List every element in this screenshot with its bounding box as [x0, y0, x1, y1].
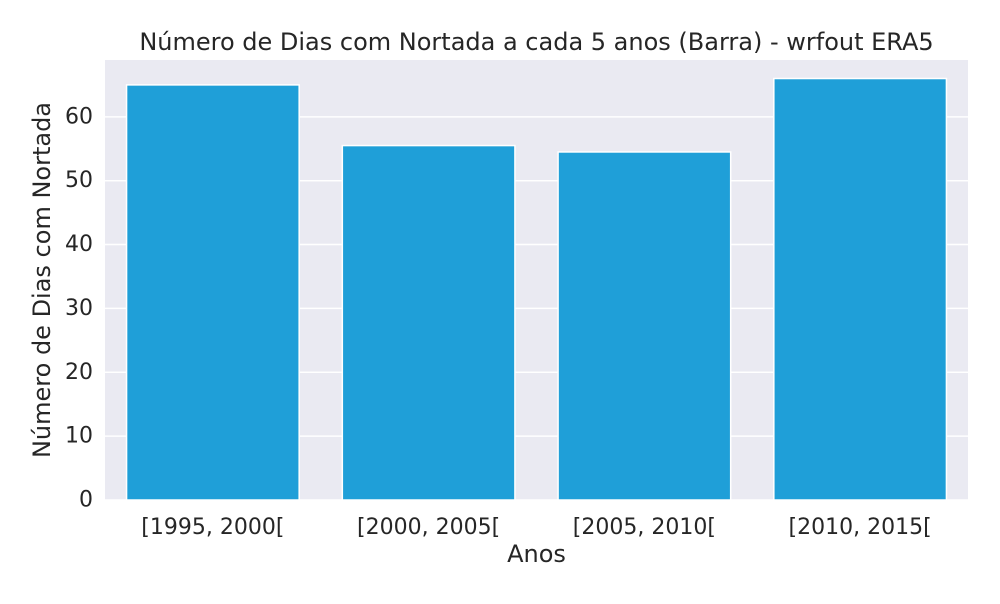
y-tick-label: 60 [65, 104, 93, 129]
x-axis-label: Anos [507, 540, 566, 568]
y-tick-label: 0 [79, 488, 93, 513]
y-tick-label: 30 [65, 296, 93, 321]
bar [125, 84, 300, 501]
x-tick-label: [2005, 2010[ [573, 515, 716, 540]
y-tick-label: 10 [65, 424, 93, 449]
x-tick-label: [2000, 2005[ [357, 515, 500, 540]
bar [557, 151, 732, 501]
y-tick-labels: 0 10 20 30 40 50 60 [65, 104, 93, 512]
x-tick-labels: [1995, 2000[ [2000, 2005[ [2005, 2010[ [201… [141, 515, 931, 540]
y-tick-label: 20 [65, 360, 93, 385]
bar [341, 144, 516, 501]
y-tick-label: 40 [65, 232, 93, 257]
bar [773, 77, 948, 501]
x-tick-label: [2010, 2015[ [789, 515, 932, 540]
chart-title: Número de Dias com Nortada a cada 5 anos… [139, 28, 933, 56]
x-tick-label: [1995, 2000[ [141, 515, 284, 540]
y-tick-label: 50 [65, 168, 93, 193]
bars [125, 77, 948, 501]
y-axis-label: Número de Dias com Nortada [28, 102, 56, 458]
